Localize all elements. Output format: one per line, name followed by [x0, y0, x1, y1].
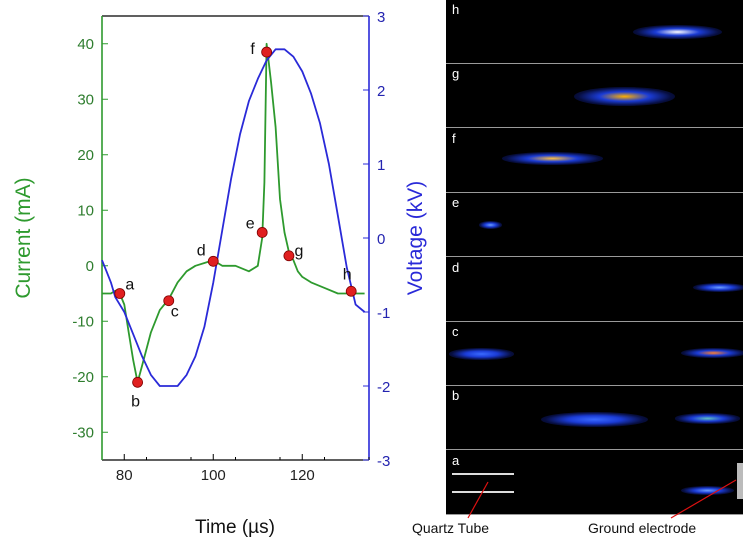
annotation-label: b	[131, 393, 140, 410]
y-right-tick-label: 0	[377, 231, 385, 248]
frame-label: g	[452, 66, 460, 82]
frame-a: a	[446, 450, 743, 515]
frame-g: g	[446, 64, 743, 129]
y-right-tick-label: 3	[377, 9, 385, 26]
frame-label: c	[452, 324, 459, 339]
y-left-axis-label: Current (mA)	[12, 177, 35, 298]
annotation-label: d	[197, 242, 206, 259]
annotation-label: e	[246, 215, 255, 232]
frame-h: h	[446, 0, 743, 64]
plasma-glow	[573, 86, 675, 106]
annotation-label: f	[250, 41, 255, 58]
y-right-tick-label: -1	[377, 305, 390, 322]
plasma-glow	[674, 413, 741, 424]
annotation-point	[114, 288, 126, 299]
annotation-point	[256, 227, 268, 238]
frame-d: d	[446, 257, 743, 322]
y-left-tick-label: 40	[77, 36, 94, 53]
frame-label: d	[452, 259, 460, 275]
frame-label: a	[452, 452, 460, 468]
plasma-glow	[680, 347, 743, 358]
frame-f: f	[446, 128, 743, 193]
y-right-tick-label: 1	[377, 157, 385, 174]
plasma-glow	[502, 152, 604, 166]
y-left-tick-label: 20	[77, 147, 94, 164]
plasma-glow	[448, 348, 515, 360]
y-left-tick-label: 0	[86, 258, 94, 275]
annotation-point	[132, 376, 144, 388]
quartz-tube-line-bottom	[452, 490, 514, 493]
annotation-label: g	[294, 243, 303, 260]
annotation-point	[163, 295, 175, 307]
discharge-frames-panel: h g f e d c b a	[446, 0, 743, 515]
plasma-glow	[633, 24, 723, 40]
current-voltage-chart: 80 100 120403020100-10-20-303210-1-2-3Time…	[12, 9, 427, 538]
annotation-point	[283, 250, 295, 262]
frame-label: f	[452, 130, 456, 146]
y-left-tick-label: -30	[72, 424, 94, 441]
x-tick-label: 80	[116, 467, 133, 484]
frame-b: b	[446, 386, 743, 451]
y-left-tick-label: 30	[77, 91, 94, 108]
y-right-tick-label: 2	[377, 83, 385, 100]
frame-e: e	[446, 193, 743, 258]
annotation-label: c	[171, 304, 179, 321]
y-left-tick-label: -20	[72, 369, 94, 386]
x-axis-label: Time (µs)	[195, 517, 275, 538]
frame-c: c	[446, 322, 743, 386]
y-left-tick-label: -10	[72, 313, 94, 330]
quartz-tube-caption: Quartz Tube	[412, 520, 490, 536]
frame-label: e	[452, 195, 460, 211]
plasma-glow	[692, 283, 743, 293]
frame-label: b	[452, 388, 460, 404]
plasma-glow	[541, 411, 648, 428]
annotation-point	[207, 255, 219, 267]
ground-electrode-shape	[737, 462, 743, 499]
current-series-line	[102, 42, 365, 384]
annotation-point	[261, 46, 273, 58]
plasma-glow	[680, 485, 735, 495]
annotation-label: h	[343, 266, 352, 283]
x-tick-label: 120	[290, 467, 315, 484]
plasma-glow	[478, 221, 503, 230]
y-right-tick-label: -3	[377, 453, 390, 470]
y-right-tick-label: -2	[377, 379, 390, 396]
quartz-tube-line-top	[452, 472, 514, 475]
annotation-point	[345, 285, 357, 297]
y-left-tick-label: 10	[77, 202, 94, 219]
voltage-series-line	[101, 48, 366, 387]
x-tick-label: 100	[201, 467, 226, 484]
annotation-label: a	[125, 277, 134, 294]
y-right-axis-label: Voltage (kV)	[404, 181, 427, 295]
ground-electrode-caption: Ground electrode	[588, 520, 697, 536]
frame-label: h	[452, 2, 460, 17]
